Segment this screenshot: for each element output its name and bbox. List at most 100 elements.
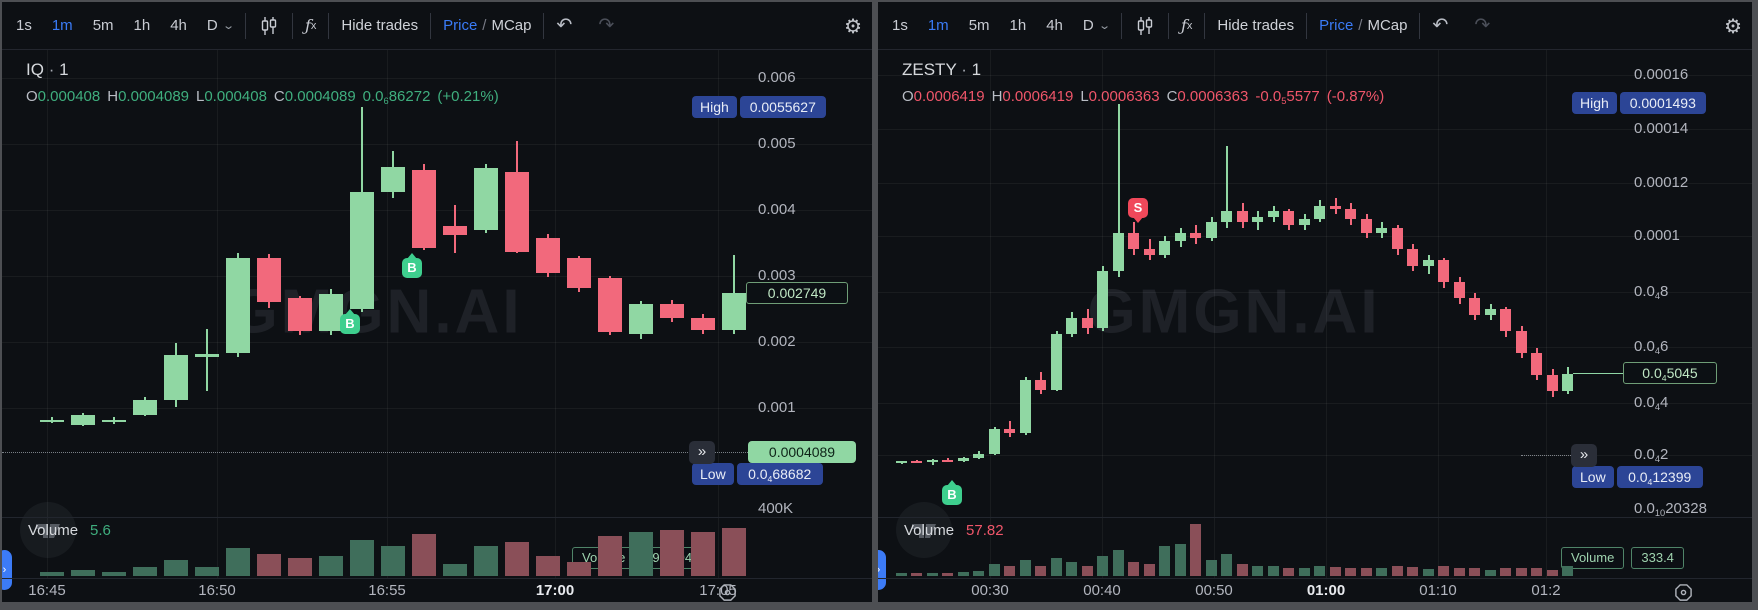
divider: [1204, 12, 1206, 39]
candle: [536, 237, 560, 273]
volume-bar: [1361, 568, 1372, 576]
interval-separator: ·: [961, 60, 967, 79]
divider: [1120, 12, 1122, 39]
candle: [660, 303, 684, 319]
volume-bar: [1190, 524, 1201, 576]
gridline-horizontal: [878, 347, 1752, 348]
volume-bar: [989, 564, 1000, 576]
volume-indicator-label: Volume 57.82: [904, 522, 1004, 539]
chart-area[interactable]: GMGN.AI IQ · 1 O0.000408 H0.0004089 L0.000…: [2, 50, 872, 602]
settings-gear-icon[interactable]: ⚙: [1724, 13, 1742, 38]
timeframe-1h[interactable]: 1h: [1009, 17, 1027, 34]
candle: [1330, 205, 1341, 209]
candle: [1190, 233, 1201, 239]
scroll-dotted-line: [1521, 455, 1591, 456]
mcap-toggle[interactable]: MCap: [491, 17, 532, 34]
tradingview-logo[interactable]: [896, 502, 952, 558]
volume-box-value: 333.4: [1631, 547, 1684, 569]
redo-icon[interactable]: ↷: [598, 15, 615, 36]
price-toggle[interactable]: Price: [443, 17, 478, 34]
trade-badge-b: B: [340, 309, 360, 334]
time-axis-label: 16:50: [198, 582, 236, 599]
timezone-settings-icon[interactable]: [718, 583, 737, 602]
time-axis-label: 00:40: [1083, 582, 1121, 599]
volume-bar: [257, 554, 281, 576]
candle-wick: [1225, 145, 1228, 228]
price-axis-label: 0.002: [758, 333, 796, 350]
low-value: 0.0412399: [1616, 466, 1703, 488]
last-price-badge: 0.0004089: [748, 441, 856, 463]
settings-gear-icon[interactable]: ⚙: [844, 13, 862, 38]
volume-bar: [71, 570, 95, 576]
timezone-settings-icon[interactable]: [1674, 583, 1693, 602]
candlestick-style-icon[interactable]: [1134, 15, 1156, 37]
volume-bar: [567, 562, 591, 576]
gridline-vertical: [217, 50, 218, 578]
gridline-horizontal: [2, 144, 872, 145]
volume-bar: [1221, 554, 1232, 576]
price-toggle[interactable]: Price: [1319, 17, 1354, 34]
volume-bar: [1547, 570, 1558, 576]
ohlc-row: O0.0006419 H0.0006419 L0.0006363 C0.0006363…: [902, 88, 1385, 106]
gridline-horizontal: [878, 292, 1752, 293]
candle: [1361, 219, 1372, 234]
volume-bar: [927, 573, 938, 576]
axis-extra-label: 400K: [758, 500, 794, 517]
timeframe-1m[interactable]: 1m: [51, 17, 73, 34]
candle: [319, 293, 343, 331]
volume-indicator-label: Volume 5.6: [28, 522, 111, 539]
volume-bar: [474, 546, 498, 576]
low-value: 0.0468682: [736, 463, 823, 485]
badge-pointer: [947, 480, 957, 486]
candle: [412, 170, 436, 249]
candle: [1206, 222, 1217, 239]
volume-bar: [598, 536, 622, 576]
timeframe-4h[interactable]: 4h: [170, 17, 187, 34]
hide-trades-button[interactable]: Hide trades: [341, 17, 419, 34]
expand-panel-handle[interactable]: ›: [2, 550, 12, 590]
gridline-horizontal: [2, 276, 872, 277]
timeframe-5m[interactable]: 5m: [968, 17, 990, 34]
volume-bar: [505, 542, 529, 576]
timeframe-1s[interactable]: 1s: [16, 17, 32, 34]
gmgn-watermark: GMGN.AI: [1087, 277, 1381, 347]
chevron-down-icon[interactable]: ⌄: [221, 20, 235, 32]
undo-icon[interactable]: ↶: [556, 15, 573, 36]
timeframe-4h[interactable]: 4h: [1046, 17, 1063, 34]
undo-icon[interactable]: ↶: [1432, 15, 1449, 36]
candle: [1407, 249, 1418, 266]
timeframe-5m[interactable]: 5m: [92, 17, 114, 34]
candlestick-style-icon[interactable]: [258, 15, 280, 37]
timeframe-D[interactable]: D: [206, 17, 218, 34]
scroll-to-latest-button[interactable]: »: [689, 441, 715, 464]
volume-bar: [942, 573, 953, 576]
redo-icon[interactable]: ↷: [1474, 15, 1491, 36]
scroll-to-latest-button[interactable]: »: [1571, 444, 1597, 467]
candle: [1020, 380, 1031, 434]
gridline-vertical: [1546, 50, 1547, 578]
tradingview-logo[interactable]: [20, 502, 76, 558]
candle: [1113, 233, 1124, 272]
chevron-down-icon[interactable]: ⌄: [1097, 20, 1111, 32]
interval: 1: [971, 60, 982, 79]
candle: [1562, 373, 1573, 392]
volume-bar: [536, 556, 560, 576]
expand-panel-handle[interactable]: ›: [878, 550, 886, 590]
chart-area[interactable]: GMGN.AI ZESTY · 1 O0.0006419 H0.0006419 L0…: [878, 50, 1752, 602]
timeframe-1s[interactable]: 1s: [892, 17, 908, 34]
timeframe-1h[interactable]: 1h: [133, 17, 151, 34]
gridline-vertical: [1326, 50, 1327, 578]
timeframe-D[interactable]: D: [1082, 17, 1094, 34]
volume-bar: [1283, 568, 1294, 576]
time-axis-separator: [878, 578, 1752, 579]
mcap-toggle[interactable]: MCap: [1367, 17, 1408, 34]
timeframe-1m[interactable]: 1m: [927, 17, 949, 34]
volume-pane-separator: [2, 517, 872, 518]
hide-trades-button[interactable]: Hide trades: [1217, 17, 1295, 34]
volume-bar: [1097, 556, 1108, 576]
gridline-vertical: [718, 50, 719, 578]
